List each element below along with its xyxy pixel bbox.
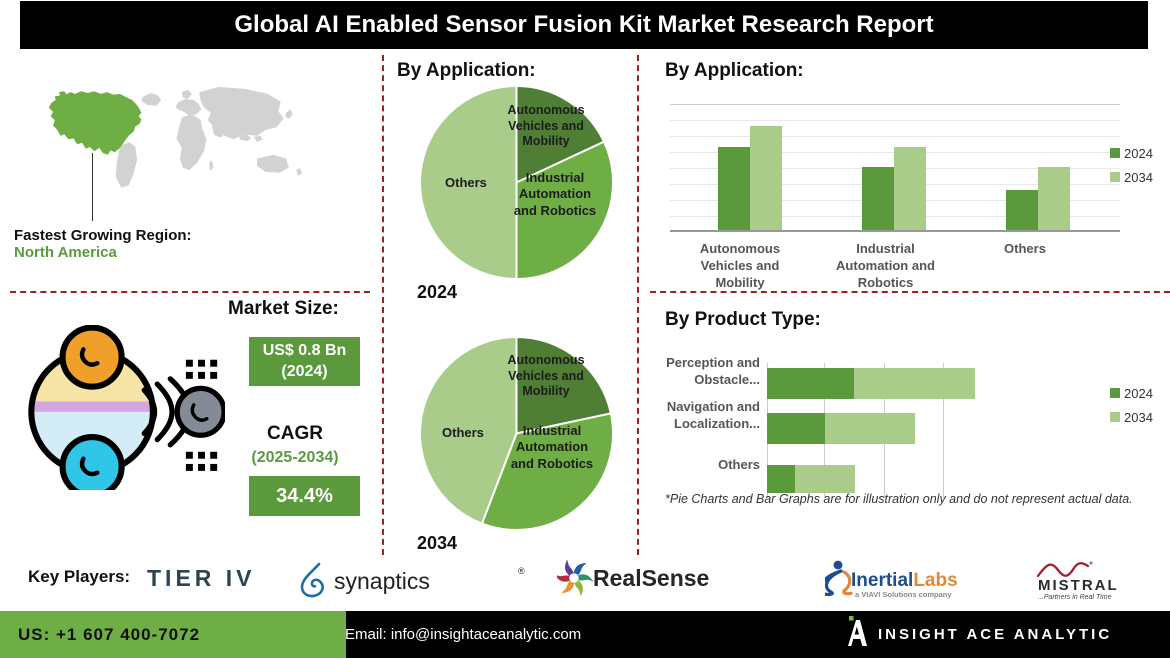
- svg-text:®: ®: [518, 566, 525, 576]
- svg-text:InertialLabs: InertialLabs: [851, 570, 958, 591]
- svg-text:a VIAVI Solutions company: a VIAVI Solutions company: [855, 590, 952, 599]
- svg-text:...Partners in Real Time: ...Partners in Real Time: [1038, 594, 1112, 601]
- svg-text:MISTRAL: MISTRAL: [1038, 577, 1119, 594]
- svg-text:RealSense: RealSense: [593, 565, 709, 591]
- svg-text:synaptics: synaptics: [334, 568, 430, 594]
